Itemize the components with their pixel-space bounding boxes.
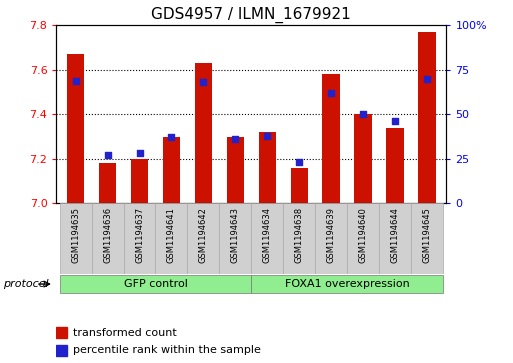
Point [104, 152, 112, 158]
Bar [60, 275, 251, 293]
Bar [418, 32, 436, 203]
Bar [99, 163, 116, 203]
Point [200, 79, 208, 85]
Point [327, 90, 336, 96]
Text: FOXA1 overexpression: FOXA1 overexpression [285, 279, 409, 289]
Point [71, 78, 80, 83]
Bar [347, 203, 379, 274]
Bar [163, 136, 180, 203]
Point [391, 119, 399, 125]
Text: GSM1194641: GSM1194641 [167, 207, 176, 263]
Bar [220, 203, 251, 274]
Point [423, 76, 431, 82]
Bar [194, 63, 212, 203]
Text: GSM1194642: GSM1194642 [199, 207, 208, 263]
Text: GSM1194638: GSM1194638 [295, 207, 304, 263]
Point [263, 133, 271, 139]
Bar [56, 345, 67, 356]
Bar [187, 203, 220, 274]
Text: GSM1194644: GSM1194644 [391, 207, 400, 263]
Bar [92, 203, 124, 274]
Bar [411, 203, 443, 274]
Point [231, 136, 240, 142]
Bar [379, 203, 411, 274]
Bar [56, 327, 67, 338]
Bar [251, 203, 283, 274]
Text: GSM1194645: GSM1194645 [423, 207, 431, 263]
Text: GSM1194637: GSM1194637 [135, 207, 144, 263]
Title: GDS4957 / ILMN_1679921: GDS4957 / ILMN_1679921 [151, 7, 351, 23]
Bar [155, 203, 187, 274]
Text: GSM1194636: GSM1194636 [103, 207, 112, 263]
Point [295, 159, 303, 165]
Text: GSM1194643: GSM1194643 [231, 207, 240, 263]
Bar [290, 168, 308, 203]
Point [135, 151, 144, 156]
Bar [124, 203, 155, 274]
Bar [67, 54, 85, 203]
Bar [354, 114, 372, 203]
Bar [386, 128, 404, 203]
Point [167, 135, 175, 140]
Text: GSM1194639: GSM1194639 [327, 207, 336, 263]
Bar [259, 132, 276, 203]
Bar [323, 74, 340, 203]
Text: GFP control: GFP control [124, 279, 187, 289]
Text: percentile rank within the sample: percentile rank within the sample [73, 345, 261, 355]
Text: protocol: protocol [3, 279, 48, 289]
Text: GSM1194640: GSM1194640 [359, 207, 368, 263]
Bar [60, 203, 92, 274]
Bar [227, 136, 244, 203]
Bar [131, 159, 148, 203]
Text: GSM1194634: GSM1194634 [263, 207, 272, 263]
Bar [315, 203, 347, 274]
Point [359, 111, 367, 117]
Bar [251, 275, 443, 293]
Text: transformed count: transformed count [73, 328, 176, 338]
Bar [283, 203, 315, 274]
Text: GSM1194635: GSM1194635 [71, 207, 80, 263]
